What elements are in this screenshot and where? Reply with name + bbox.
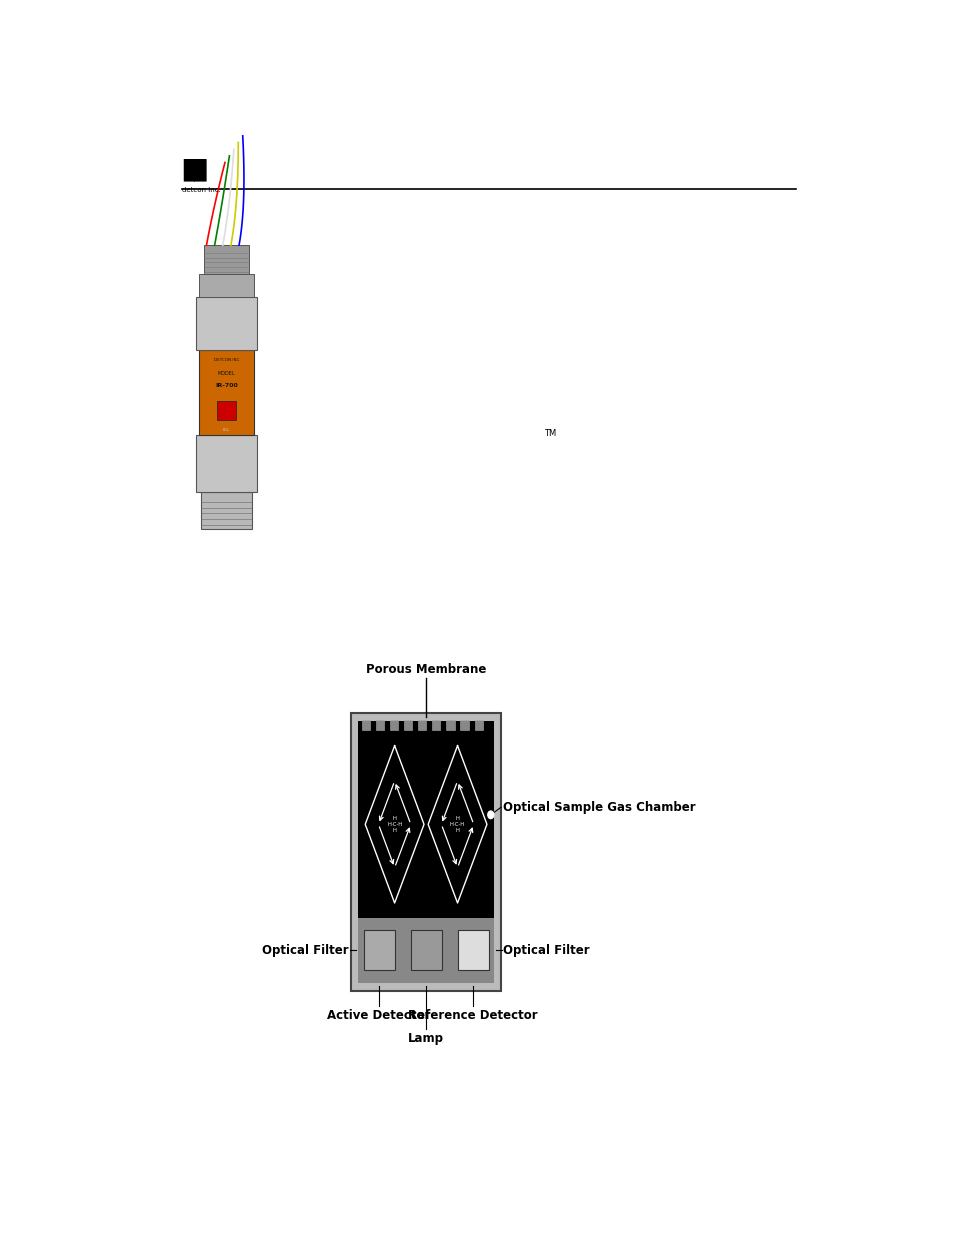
Bar (200, 493, 252, 529)
Bar (351, 713, 500, 992)
Bar (199, 274, 253, 298)
Text: TM: TM (544, 430, 556, 438)
Text: LEL: LEL (223, 427, 230, 432)
Bar (404, 720, 412, 730)
Bar (357, 721, 494, 983)
Bar (457, 930, 488, 971)
Bar (362, 720, 370, 730)
Text: H
H-C-H
H: H H-C-H H (387, 815, 402, 834)
Bar (446, 720, 454, 730)
Text: Optical Sample Gas Chamber: Optical Sample Gas Chamber (503, 800, 696, 814)
Bar (432, 720, 440, 730)
Bar (203, 246, 249, 274)
Text: IR-700: IR-700 (214, 383, 237, 389)
Bar (363, 930, 395, 971)
Bar (390, 720, 398, 730)
Text: H
H-C-H
H: H H-C-H H (450, 815, 465, 834)
Bar (196, 298, 256, 350)
Text: MODEL: MODEL (217, 370, 235, 377)
Text: ██: ██ (183, 158, 207, 180)
Text: Porous Membrane: Porous Membrane (366, 662, 486, 676)
Text: Optical Filter: Optical Filter (503, 944, 589, 957)
Circle shape (487, 811, 494, 819)
Bar (357, 918, 494, 983)
Bar (417, 720, 426, 730)
Text: Active Detector: Active Detector (327, 1009, 431, 1023)
Bar (196, 436, 256, 493)
Bar (460, 720, 468, 730)
Bar (410, 930, 441, 971)
Text: Lamp: Lamp (408, 1032, 443, 1045)
Bar (375, 720, 384, 730)
Text: Reference Detector: Reference Detector (408, 1009, 537, 1023)
Bar (474, 720, 482, 730)
Text: Optical Filter: Optical Filter (262, 944, 349, 957)
Text: DETCON INC: DETCON INC (213, 358, 239, 362)
Bar (216, 401, 235, 420)
Text: detcon Inc.: detcon Inc. (182, 188, 221, 193)
Bar (199, 350, 253, 436)
